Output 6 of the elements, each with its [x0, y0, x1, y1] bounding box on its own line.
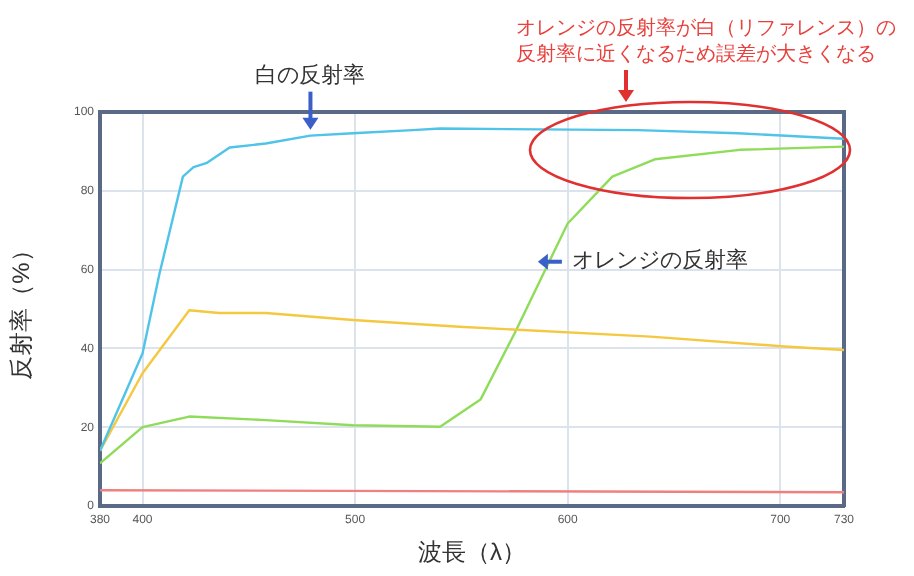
y-axis-title: 反射率（%） — [7, 238, 36, 380]
text: 反射率に近くなるため誤差が大きくなる — [516, 42, 878, 68]
x-axis-title: 波長（λ） — [418, 538, 526, 567]
annotation: 白の反射率 — [255, 62, 366, 89]
annotation: オレンジの反射率 — [571, 247, 748, 274]
text: オレンジの反射率が白（リファレンス）の — [516, 16, 896, 42]
